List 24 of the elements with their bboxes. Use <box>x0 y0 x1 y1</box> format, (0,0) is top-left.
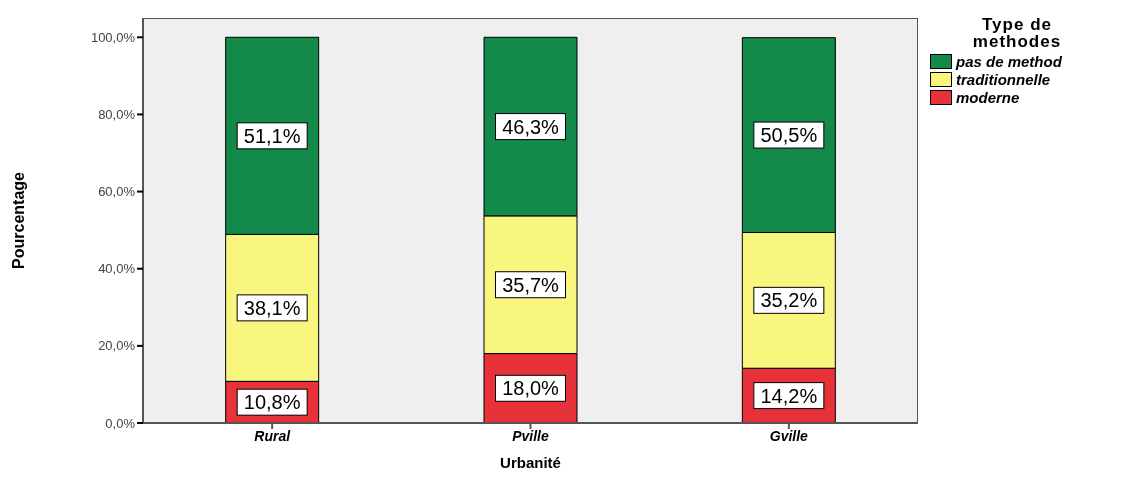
legend-label: traditionnelle <box>956 70 1051 88</box>
data-label: 18,0% <box>502 377 560 400</box>
y-tick-label: 20,0% <box>98 338 136 354</box>
data-label: 38,1% <box>243 296 301 319</box>
data-label: 51,1% <box>243 124 301 147</box>
y-tick-label: 0,0% <box>105 415 136 431</box>
x-axis-title: Urbanité <box>500 454 561 471</box>
legend-label: moderne <box>956 88 1020 106</box>
y-tick-label: 100,0% <box>90 29 136 45</box>
data-label: 35,2% <box>760 289 818 312</box>
data-label: 50,5% <box>760 124 818 147</box>
y-tick-label: 60,0% <box>98 184 136 200</box>
y-tick-label: 80,0% <box>98 107 136 123</box>
x-tick-label: Gville <box>769 427 809 444</box>
y-axis-title: Pourcentage <box>9 171 27 269</box>
legend-title: Type de methodes <box>971 15 1063 51</box>
x-tick-label: Pville <box>512 427 549 444</box>
y-tick-label: 40,0% <box>98 261 136 277</box>
data-label: 46,3% <box>502 115 560 138</box>
data-label: 14,2% <box>760 384 818 407</box>
data-label: 35,7% <box>502 273 560 296</box>
legend-label: pas de method <box>956 52 1062 70</box>
x-tick-label: Rural <box>254 427 292 444</box>
data-label: 10,8% <box>243 391 301 414</box>
